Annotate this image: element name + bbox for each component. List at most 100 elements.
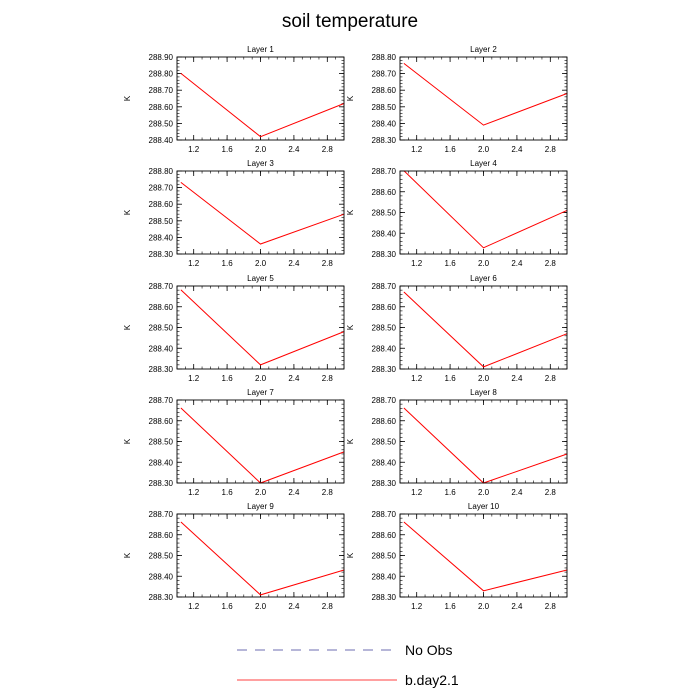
y-axis-label: K (346, 552, 355, 558)
x-tick-label: 1.2 (411, 145, 423, 154)
data-point (403, 63, 405, 65)
y-tick-label: 288.60 (149, 103, 174, 112)
panel-layer-5: Layer 5 K 1.2 1.6 2.0 2.4 2.8 288.30 288.40 288.5… (123, 274, 345, 383)
x-tick-label: 2.8 (545, 145, 557, 154)
y-tick-label: 288.40 (149, 458, 174, 467)
panel-layer-4: Layer 4 K 1.2 1.6 2.0 2.4 2.8 288.30 288.40 288.5… (346, 159, 568, 268)
y-axis-label: K (123, 209, 132, 215)
y-tick-label: 288.70 (149, 396, 174, 405)
y-tick-label: 288.30 (149, 250, 174, 259)
y-tick-label: 288.60 (149, 303, 174, 312)
plot-frame (176, 56, 345, 141)
plot-frame (176, 513, 345, 598)
x-tick-label: 1.2 (411, 488, 423, 497)
x-tick-label: 2.0 (255, 602, 267, 611)
y-tick-label: 288.70 (372, 70, 397, 79)
y-tick-label: 288.40 (372, 119, 397, 128)
series-line (180, 182, 345, 245)
x-tick-label: 2.8 (322, 602, 334, 611)
x-tick-label: 1.6 (445, 145, 457, 154)
x-tick-label: 1.2 (188, 259, 200, 268)
data-point (260, 136, 261, 138)
y-tick-label: 288.40 (372, 229, 397, 238)
y-axis-label: K (123, 552, 132, 558)
y-tick-label: 288.40 (149, 233, 174, 242)
panel-title: Layer 1 (247, 45, 274, 54)
y-tick-label: 288.70 (372, 167, 397, 176)
y-tick-label: 288.30 (372, 136, 397, 145)
panel-layer-8: Layer 8 K 1.2 1.6 2.0 2.4 2.8 288.30 288.40 288.5… (346, 388, 568, 497)
y-axis-label: K (346, 95, 355, 101)
x-tick-label: 1.2 (188, 374, 200, 383)
x-tick-label: 2.0 (478, 488, 490, 497)
y-tick-label: 288.60 (372, 188, 397, 197)
legend-label: b.day2.1 (405, 672, 459, 688)
panel-layer-2: Layer 2 K 1.2 1.6 2.0 2.4 2.8 288.30 288.40 288.5… (346, 45, 568, 154)
panel-title: Layer 3 (247, 159, 274, 168)
figure-title: soil temperature (282, 11, 418, 32)
y-tick-label: 288.50 (149, 438, 174, 447)
plot-frame (399, 513, 568, 598)
panel-layer-10: Layer 10 K 1.2 1.6 2.0 2.4 2.8 288.30 288.40 288.… (346, 502, 568, 611)
plot-frame (176, 170, 345, 255)
y-tick-label: 288.50 (149, 119, 174, 128)
data-point (180, 407, 182, 409)
x-tick-label: 2.8 (545, 488, 557, 497)
y-tick-label: 288.70 (149, 510, 174, 519)
x-tick-label: 2.4 (511, 374, 523, 383)
x-tick-label: 2.0 (255, 488, 267, 497)
y-tick-label: 288.90 (149, 53, 174, 62)
data-point (403, 407, 405, 409)
x-tick-label: 2.0 (478, 259, 490, 268)
x-tick-label: 2.0 (478, 602, 490, 611)
y-axis-label: K (346, 438, 355, 444)
x-tick-label: 1.6 (222, 488, 234, 497)
y-axis-label: K (123, 438, 132, 444)
data-point (260, 594, 261, 596)
y-tick-label: 288.50 (149, 217, 174, 226)
data-point (483, 366, 484, 368)
y-tick-label: 288.40 (372, 572, 397, 581)
x-tick-label: 2.4 (288, 602, 300, 611)
plot-frame (399, 56, 568, 141)
x-tick-label: 2.8 (322, 145, 334, 154)
y-tick-label: 288.60 (149, 200, 174, 209)
panel-layer-9: Layer 9 K 1.2 1.6 2.0 2.4 2.8 288.30 288.40 288.5… (123, 502, 345, 611)
panel-layer-1: Layer 1 K 1.2 1.6 2.0 2.4 2.8 288.40 288.50 288.6… (123, 45, 345, 154)
data-point (180, 73, 182, 75)
y-tick-label: 288.30 (149, 479, 174, 488)
plot-frame (399, 399, 568, 484)
panel-title: Layer 4 (470, 159, 497, 168)
x-tick-label: 1.6 (222, 259, 234, 268)
y-tick-label: 288.80 (372, 53, 397, 62)
legend-label: No Obs (405, 642, 452, 658)
x-tick-label: 1.2 (188, 145, 200, 154)
x-tick-label: 2.0 (255, 259, 267, 268)
y-tick-label: 288.60 (372, 303, 397, 312)
data-point (260, 243, 261, 245)
y-tick-label: 288.80 (149, 70, 174, 79)
data-point (180, 182, 182, 184)
x-tick-label: 2.8 (322, 259, 334, 268)
y-tick-label: 288.40 (149, 572, 174, 581)
data-point (483, 124, 484, 126)
data-point (260, 364, 261, 366)
x-tick-label: 2.4 (288, 374, 300, 383)
x-tick-label: 1.2 (411, 602, 423, 611)
series-line (403, 291, 568, 368)
legend: No Obs b.day2.1 (237, 642, 459, 688)
series-line (180, 521, 345, 596)
plot-frame (176, 399, 345, 484)
data-point (403, 521, 405, 523)
y-tick-label: 288.70 (149, 86, 174, 95)
y-tick-label: 288.40 (149, 136, 174, 145)
y-tick-label: 288.30 (372, 365, 397, 374)
panel-layer-3: Layer 3 K 1.2 1.6 2.0 2.4 2.8 288.30 288.40 288.5… (123, 159, 345, 268)
y-tick-label: 288.70 (372, 396, 397, 405)
x-tick-label: 2.0 (478, 145, 490, 154)
y-tick-label: 288.50 (149, 552, 174, 561)
x-tick-label: 2.0 (478, 374, 490, 383)
y-tick-label: 288.30 (372, 593, 397, 602)
plot-frame (176, 285, 345, 370)
x-tick-label: 1.6 (222, 602, 234, 611)
